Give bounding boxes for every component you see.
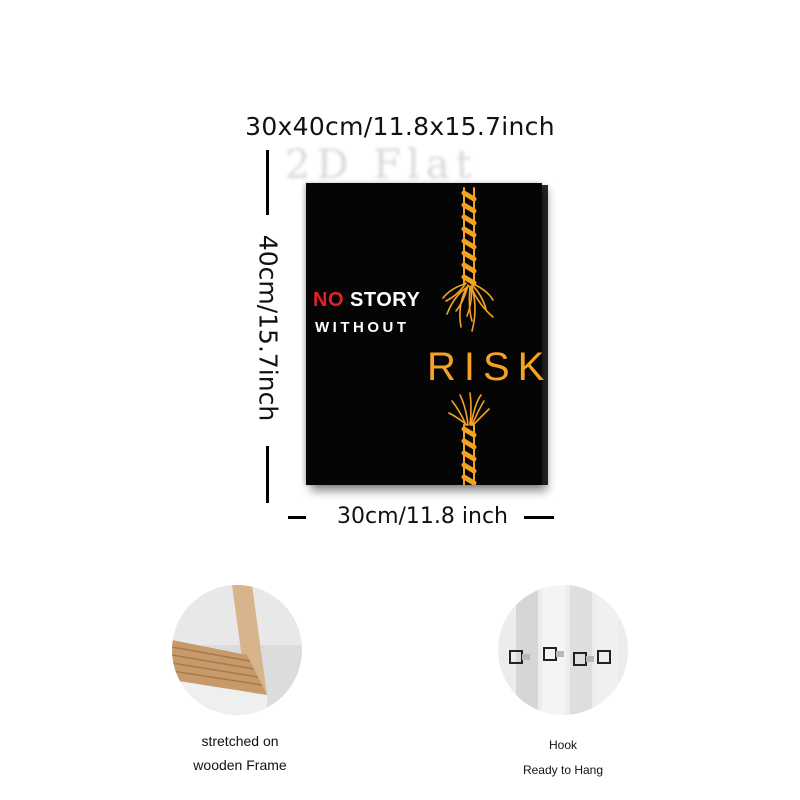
- hook-caption-line-2: Ready to Hang: [522, 763, 604, 777]
- poster-headline-line-2: WITHOUT: [315, 319, 410, 336]
- frame-caption-line-2: wooden Frame: [193, 757, 287, 773]
- poster-edge: [542, 185, 548, 485]
- poster-headline-line-1: NO STORY: [313, 289, 420, 312]
- hook-photo: [498, 585, 628, 715]
- side-dimension-line-bottom: [266, 446, 269, 503]
- watermark-text: 2D Flat: [285, 142, 478, 188]
- wooden-frame-corner-photo: [172, 585, 302, 715]
- bottom-dimension-line-left: [288, 516, 306, 519]
- side-dimension-label: 40cm/15.7inch: [253, 234, 283, 422]
- bottom-dimension-label: 30cm/11.8 inch: [336, 504, 508, 529]
- poster-canvas: NO STORY WITHOUT RISK: [306, 183, 544, 485]
- frame-caption-line-1: stretched on: [201, 733, 279, 749]
- wooden-frame-icon: [172, 585, 302, 715]
- hook-caption-line-1: Hook: [548, 738, 577, 752]
- top-dimension-label: 30x40cm/11.8x15.7inch: [245, 112, 555, 141]
- headline-story-word: STORY: [344, 289, 421, 311]
- rope-illustration: [442, 187, 494, 485]
- side-dimension-line-top: [266, 150, 269, 215]
- headline-no-word: NO: [313, 289, 344, 311]
- bottom-dimension-line-right: [524, 516, 554, 519]
- poster-headline-line-3: RISK: [427, 345, 553, 389]
- hook-icon: [498, 585, 628, 715]
